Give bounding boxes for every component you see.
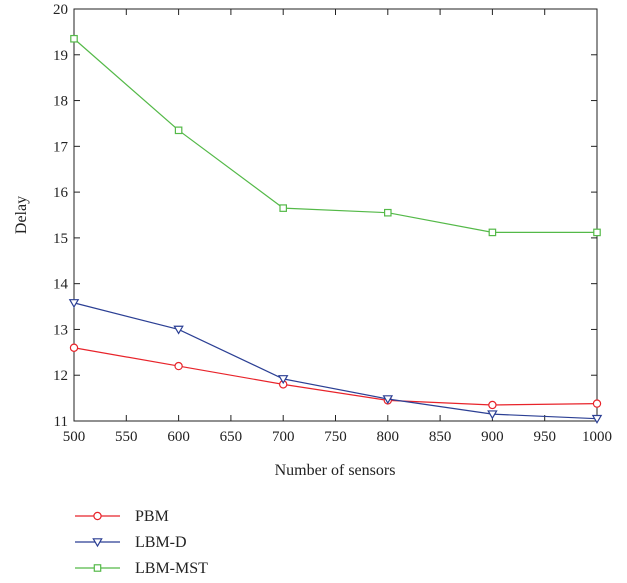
data-point [591, 414, 603, 424]
series-line [73, 347, 598, 406]
x-tick-label: 1000 [582, 429, 612, 445]
x-axis: 500 550 600 650 700 750 800 850 900 950 1000 [63, 9, 612, 445]
x-tick-label: 900 [481, 429, 504, 445]
series-lbm-mst [70, 34, 601, 237]
x-tick-label: 700 [272, 429, 295, 445]
series-layer [68, 34, 603, 424]
data-point [384, 208, 392, 217]
y-tick-label: 17 [53, 139, 69, 155]
data-point [174, 126, 183, 135]
x-tick-label: 850 [429, 429, 452, 445]
data-point [174, 361, 183, 371]
x-tick-label: 950 [533, 429, 556, 445]
data-point [488, 400, 497, 410]
x-tick-label: 550 [115, 429, 138, 445]
legend-label: PBM [135, 508, 169, 525]
y-tick-label: 19 [53, 48, 68, 64]
y-tick-label: 15 [53, 231, 68, 247]
legend-label: LBM-MST [135, 560, 208, 577]
x-tick-label: 650 [220, 429, 243, 445]
x-axis-label: Number of sensors [275, 462, 396, 479]
legend-label: LBM-D [135, 534, 187, 551]
legend-marker [93, 511, 102, 521]
series-pbm [69, 343, 602, 410]
y-tick-label: 16 [53, 185, 69, 201]
legend-item: PBM [75, 508, 169, 525]
legend-item: LBM-D [75, 534, 187, 551]
y-tick-label: 13 [53, 322, 68, 338]
y-tick-label: 11 [54, 414, 68, 430]
legend: PBM LBM-D LBM-MST [75, 508, 208, 577]
data-point [279, 204, 288, 212]
data-point [382, 395, 394, 405]
series-line [73, 302, 598, 420]
x-tick-label: 750 [324, 429, 347, 445]
legend-marker [92, 538, 103, 548]
data-point [68, 299, 80, 309]
plot-frame [73, 8, 598, 422]
data-point [173, 325, 184, 335]
series-line [73, 38, 597, 233]
y-tick-label: 12 [53, 368, 68, 384]
y-axis-label: Delay [13, 196, 30, 234]
data-point [488, 228, 497, 237]
x-tick-label: 800 [377, 429, 400, 445]
data-point [487, 410, 498, 420]
data-point [277, 375, 289, 385]
series-lbm-d [68, 299, 603, 424]
legend-item: LBM-MST [75, 560, 208, 577]
x-tick-label: 500 [63, 429, 86, 445]
data-point [593, 228, 601, 237]
y-tick-label: 20 [53, 2, 68, 18]
y-axis: 11 12 13 14 15 16 17 18 19 20 [53, 2, 597, 430]
data-point [69, 343, 79, 352]
y-tick-label: 18 [53, 94, 68, 110]
x-tick-label: 600 [167, 429, 190, 445]
data-point [592, 399, 602, 408]
legend-marker [93, 564, 102, 572]
y-tick-label: 14 [53, 277, 69, 293]
data-point [70, 34, 78, 43]
